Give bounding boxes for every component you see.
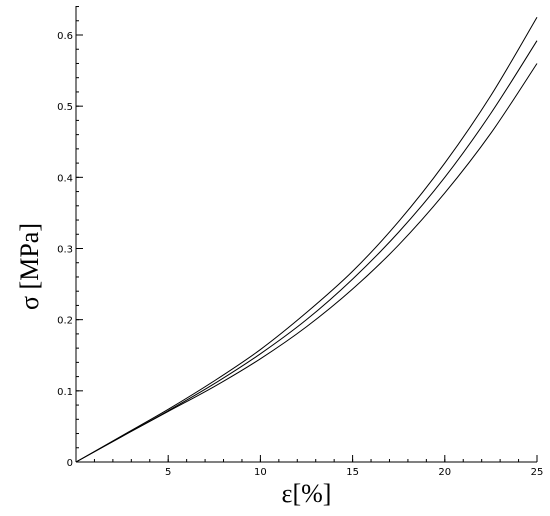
series-line-1: [75, 16, 538, 463]
x-tick-label: 20: [438, 467, 451, 478]
y-tick-label: 0: [67, 458, 73, 469]
x-tick-label: 15: [346, 467, 359, 478]
tick-labels: 5 10 15 20 25 0 0.1 0.2 0.3 0.4 0.5 0.6: [57, 31, 543, 478]
y-tick-label: 0.6: [57, 31, 73, 42]
x-tick-label: 25: [531, 467, 544, 478]
y-tick-label: 0.2: [57, 316, 73, 327]
x-axis-title: ε[%]: [282, 479, 332, 508]
y-tick-label: 0.1: [57, 387, 73, 398]
y-tick-label: 0.4: [57, 173, 73, 184]
series-line-3: [75, 63, 538, 463]
y-axis-title: σ [MPa]: [15, 223, 44, 310]
tick-marks: [75, 6, 538, 463]
axes: [75, 6, 537, 463]
y-tick-label: 0.3: [57, 245, 73, 256]
x-tick-label: 5: [165, 467, 171, 478]
x-tick-label: 10: [254, 467, 267, 478]
series-group: [75, 16, 538, 463]
y-tick-label: 0.5: [57, 102, 73, 113]
series-line-2: [75, 40, 538, 463]
